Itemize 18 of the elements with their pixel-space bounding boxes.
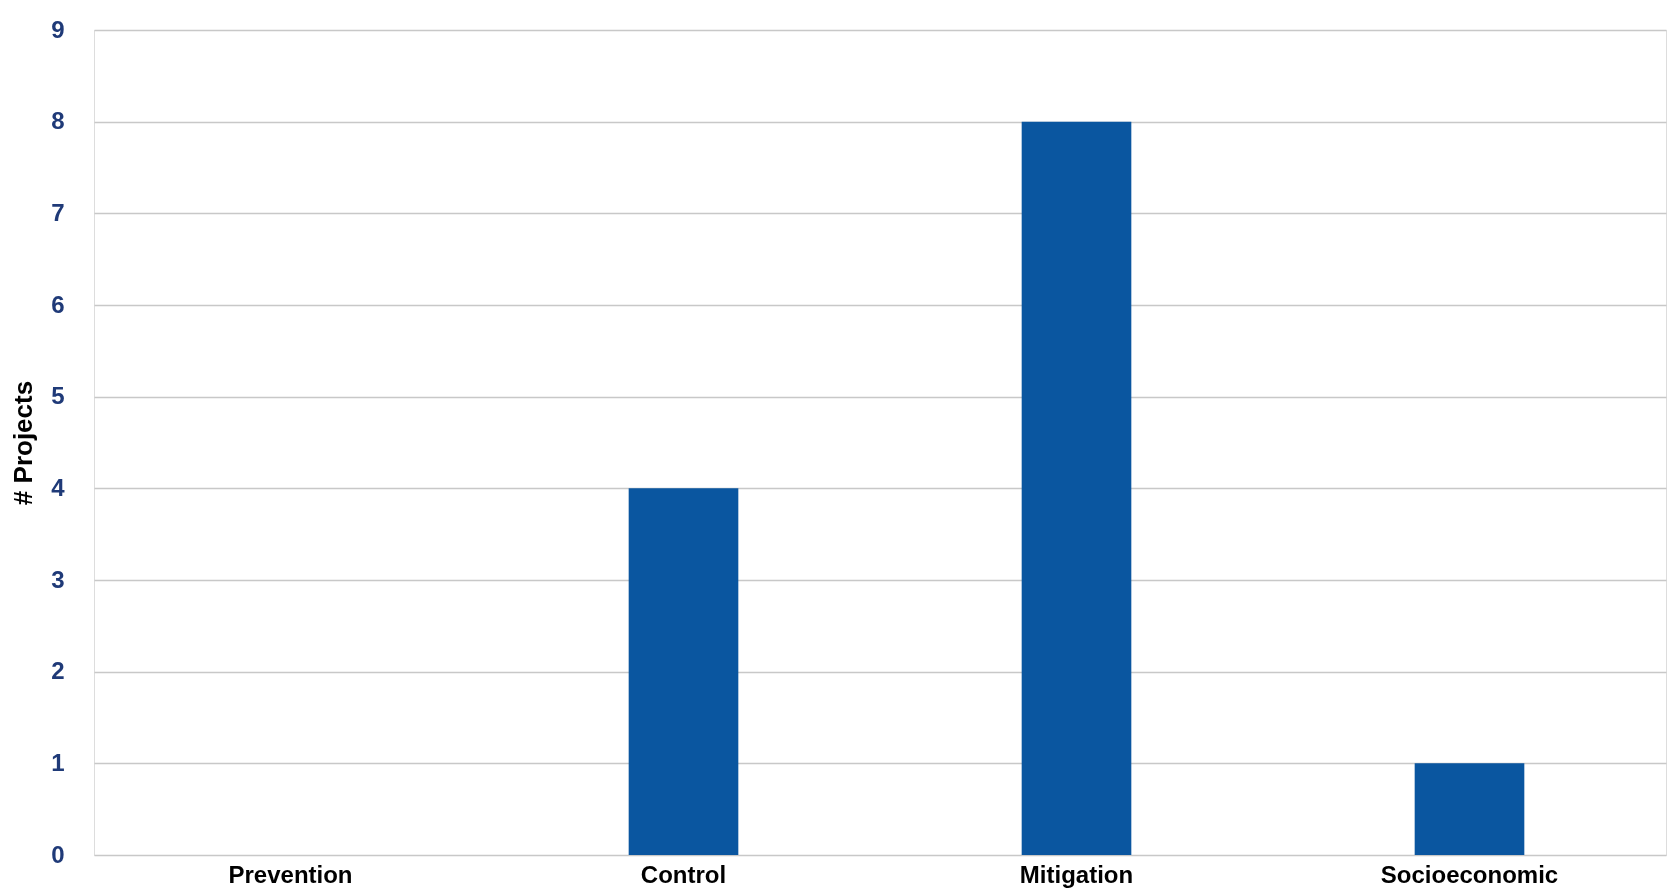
bar <box>1021 121 1132 855</box>
x-tick-label: Prevention <box>228 860 353 888</box>
x-tick-label: Socioeconomic <box>1380 860 1559 888</box>
y-tick-label: 8 <box>51 107 65 135</box>
y-tick-label: 2 <box>51 657 65 685</box>
y-tick-label: 0 <box>51 840 65 868</box>
x-tick-label: Control <box>640 860 727 888</box>
x-tick-label: Mitigation <box>1019 860 1134 888</box>
y-axis-title: # Projects <box>8 380 39 506</box>
y-tick-label: 9 <box>51 15 65 43</box>
y-tick-label: 4 <box>51 473 66 501</box>
y-tick-label: 3 <box>51 565 65 593</box>
y-tick-label: 6 <box>51 290 65 318</box>
y-tick-label: 1 <box>51 748 65 776</box>
bar <box>1414 763 1525 855</box>
y-tick-label: 7 <box>51 198 65 226</box>
bar <box>628 488 739 855</box>
y-tick-label: 5 <box>51 382 65 410</box>
